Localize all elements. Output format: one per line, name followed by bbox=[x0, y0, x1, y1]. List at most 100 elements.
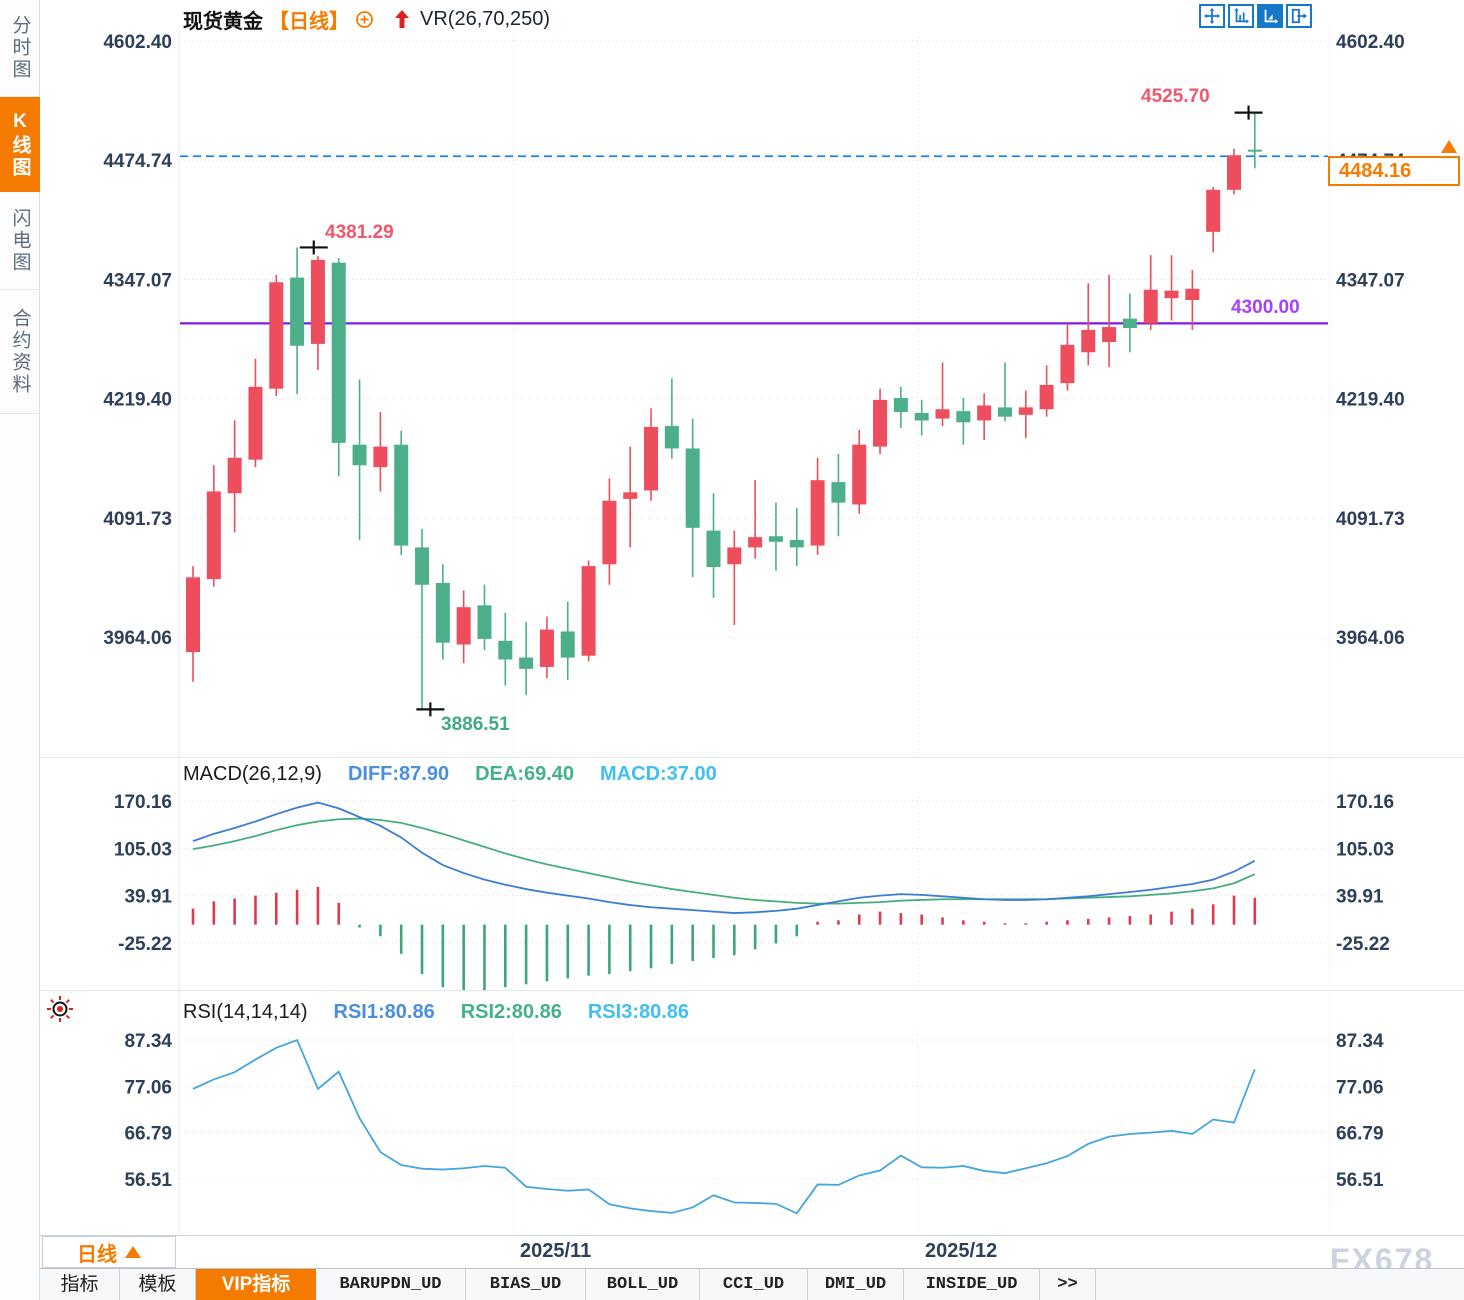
candle-body-down bbox=[477, 605, 492, 639]
pop-out-button[interactable] bbox=[1286, 4, 1312, 28]
candle-body-up bbox=[373, 446, 388, 468]
price-axis-tick-right: 3964.06 bbox=[1336, 628, 1405, 649]
alert-sun-icon[interactable] bbox=[46, 995, 74, 1028]
candle-body-down bbox=[914, 412, 929, 421]
macd-panel-header: MACD(26,12,9) DIFF:87.90 DEA:69.40 MACD:… bbox=[183, 763, 717, 786]
macd-axis-tick-left: 170.16 bbox=[114, 792, 172, 813]
candle-body-up bbox=[810, 480, 825, 546]
candle-body-down bbox=[685, 448, 700, 528]
macd-axis-tick-right: 170.16 bbox=[1336, 792, 1394, 813]
period-selector[interactable]: 日线 bbox=[42, 1236, 176, 1268]
rsi-axis-tick-right: 87.34 bbox=[1336, 1031, 1384, 1052]
rsi-name[interactable]: RSI(14,14,14) bbox=[183, 1001, 308, 1023]
macd-name[interactable]: MACD(26,12,9) bbox=[183, 763, 322, 785]
symbol-title: 现货黄金 bbox=[183, 10, 263, 33]
add-indicator-icon[interactable] bbox=[355, 10, 374, 29]
tab-boll-ud[interactable]: BOLL_UD bbox=[586, 1269, 700, 1300]
panel-separator bbox=[40, 990, 1464, 991]
rsi-axis-tick-left: 87.34 bbox=[124, 1031, 172, 1052]
candle-body-down bbox=[997, 407, 1012, 417]
candle-body-up bbox=[1227, 155, 1241, 190]
candle-body-up bbox=[310, 259, 325, 344]
price-axis-tick-left: 3964.06 bbox=[103, 628, 172, 649]
macd-diff-line bbox=[192, 801, 1256, 914]
tab-inside-ud[interactable]: INSIDE_UD bbox=[904, 1269, 1040, 1300]
macd-axis-tick-right: 39.91 bbox=[1336, 887, 1384, 908]
price-axis-tick-left: 4091.73 bbox=[103, 509, 172, 530]
macd-dea-line bbox=[192, 817, 1256, 905]
sidebar-item-kline-chart[interactable]: K线图 bbox=[0, 97, 40, 192]
sidebar-item-lightning-chart[interactable]: 闪电图 bbox=[0, 192, 40, 290]
sidebar-item-contract-info[interactable]: 合约资料 bbox=[0, 290, 40, 414]
candle-body-down bbox=[435, 582, 450, 643]
rsi-line bbox=[192, 1038, 1256, 1215]
tab-barupdn-ud[interactable]: BARUPDN_UD bbox=[316, 1269, 466, 1300]
macd-axis-tick-left: -25.22 bbox=[118, 934, 172, 955]
candle-body-up bbox=[644, 426, 659, 491]
candle-body-up bbox=[227, 457, 242, 494]
chart-mode-button[interactable] bbox=[1257, 4, 1283, 28]
candle-body-down bbox=[560, 631, 575, 658]
price-axis-tick-right: 4347.07 bbox=[1336, 270, 1405, 291]
macd-axis-tick-right: 105.03 bbox=[1336, 839, 1394, 860]
price-axis-tick-right: 4219.40 bbox=[1336, 390, 1405, 411]
date-axis-strip: 日线 2025/11 2025/12 bbox=[40, 1235, 1464, 1268]
chart-toolbar bbox=[1199, 4, 1312, 28]
rsi-panel-header: RSI(14,14,14) RSI1:80.86 RSI2:80.86 RSI3… bbox=[183, 1001, 689, 1024]
tab-vip-indicators[interactable]: VIP指标 bbox=[196, 1269, 316, 1300]
candle-body-down bbox=[1247, 149, 1262, 152]
sidebar-item-timeline-chart[interactable]: 分时图 bbox=[0, 0, 40, 97]
candle-body-down bbox=[831, 482, 846, 503]
macd-dea-value: DEA:69.40 bbox=[475, 763, 575, 785]
left-sidebar: 分时图 K线图 闪电图 合约资料 bbox=[0, 0, 40, 1300]
candle-body-up bbox=[581, 566, 596, 656]
triangle-up-icon bbox=[125, 1246, 141, 1258]
candle-body-down bbox=[893, 398, 908, 413]
candle-body-up bbox=[456, 607, 471, 645]
pan-crosshair-button[interactable] bbox=[1199, 4, 1225, 28]
candle-body-down bbox=[352, 444, 367, 466]
macd-axis-tick-right: -25.22 bbox=[1336, 934, 1390, 955]
rsi-axis-tick-right: 66.79 bbox=[1336, 1124, 1384, 1145]
price-up-arrow-icon bbox=[394, 9, 410, 29]
candle-body-down bbox=[415, 547, 430, 585]
candle-body-up bbox=[852, 444, 867, 505]
rsi-axis-tick-left: 77.06 bbox=[124, 1077, 172, 1098]
axis-scale-button[interactable] bbox=[1228, 4, 1254, 28]
candle-body-up bbox=[623, 492, 638, 499]
candle-body-up bbox=[935, 409, 950, 419]
x-axis-date: 2025/12 bbox=[925, 1240, 998, 1262]
panel-separator bbox=[40, 757, 1464, 758]
macd-macd-value: MACD:37.00 bbox=[600, 763, 717, 785]
candle-body-up bbox=[1185, 288, 1200, 301]
candle-body-up bbox=[186, 577, 200, 652]
candle-body-down bbox=[1122, 318, 1137, 329]
tab-bias-ud[interactable]: BIAS_UD bbox=[466, 1269, 586, 1300]
price-axis-tick-left: 4219.40 bbox=[103, 390, 172, 411]
tab-dmi-ud[interactable]: DMI_UD bbox=[808, 1269, 904, 1300]
price-axis-tick-left: 4474.74 bbox=[103, 151, 172, 172]
candle-body-down bbox=[498, 640, 513, 660]
tab-more[interactable]: >> bbox=[1040, 1269, 1096, 1300]
candle-body-up bbox=[1206, 189, 1221, 232]
indicator-tab-bar: 指标 模板 VIP指标 BARUPDN_UD BIAS_UD BOLL_UD C… bbox=[40, 1268, 1464, 1300]
tab-indicators[interactable]: 指标 bbox=[40, 1269, 120, 1300]
tab-templates[interactable]: 模板 bbox=[120, 1269, 196, 1300]
support-line-label: 4300.00 bbox=[1231, 297, 1300, 318]
candle-body-down bbox=[394, 444, 409, 546]
candle-body-down bbox=[706, 530, 721, 568]
period-tag[interactable]: 【日线】 bbox=[269, 10, 349, 33]
candle-body-up bbox=[1060, 344, 1075, 384]
candle-body-up bbox=[873, 399, 888, 447]
candle-body-down bbox=[290, 277, 305, 346]
rsi1-value: RSI1:80.86 bbox=[333, 1001, 435, 1023]
candle-body-up bbox=[1039, 384, 1054, 410]
rsi-axis-tick-left: 66.79 bbox=[124, 1124, 172, 1145]
tab-cci-ud[interactable]: CCI_UD bbox=[700, 1269, 808, 1300]
vr-indicator-label[interactable]: VR(26,70,250) bbox=[420, 7, 551, 30]
rsi2-value: RSI2:80.86 bbox=[460, 1001, 562, 1023]
candle-body-down bbox=[956, 411, 971, 423]
candle-body-down bbox=[519, 657, 534, 669]
